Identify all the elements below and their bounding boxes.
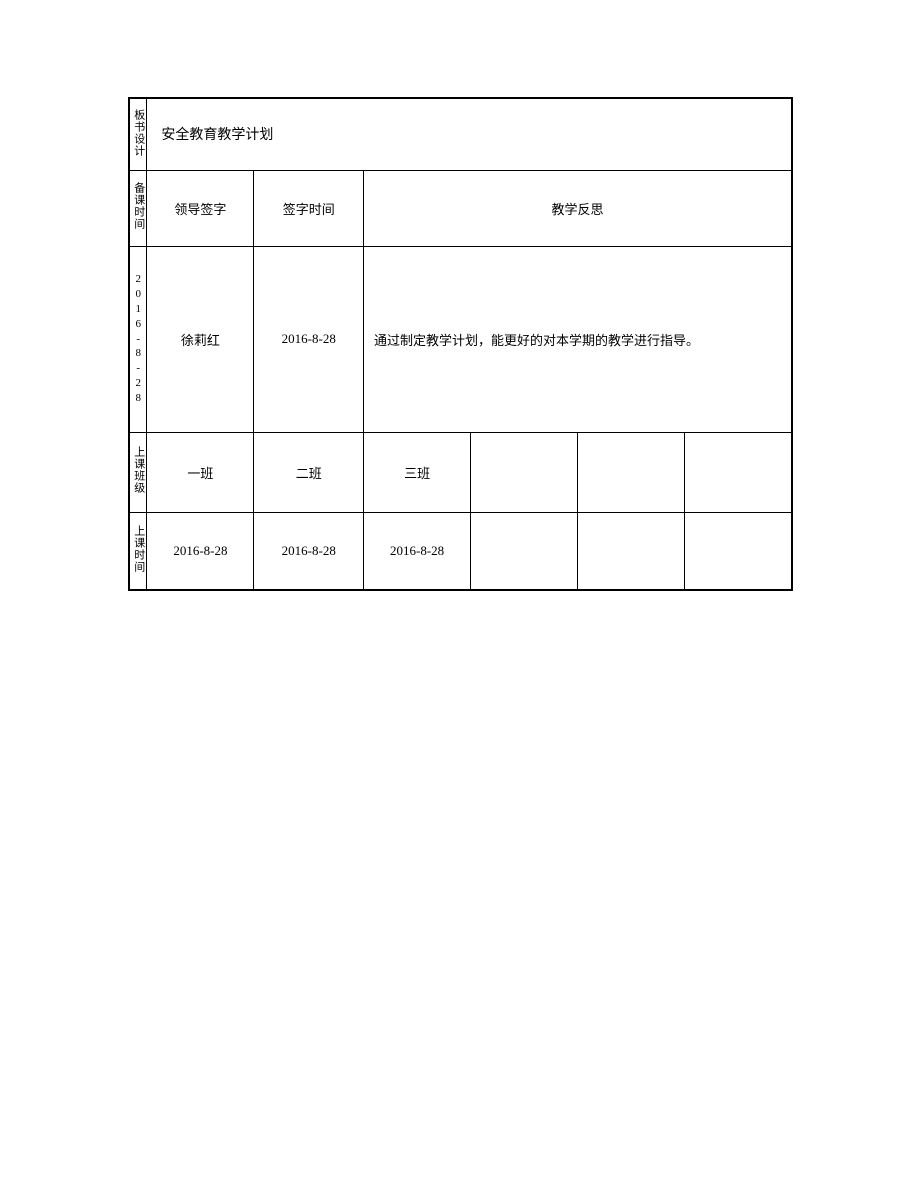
row-label-cell: 上课时间 (129, 512, 147, 590)
table-row-title: 板书设计 安全教育教学计划 (129, 98, 792, 170)
class-cell (685, 432, 792, 512)
class-cell (578, 432, 685, 512)
table-row-headers: 备课时间 领导签字 签字时间 教学反思 (129, 170, 792, 246)
class-1-text: 一班 (187, 466, 213, 481)
reflection-content-text: 通过制定教学计划，能更好的对本学期的教学进行指导。 (374, 333, 699, 348)
row-label-cell: 备课时间 (129, 170, 147, 246)
teaching-plan-table: 板书设计 安全教育教学计划 备课时间 领导签字 签字时间 教学反思 2016-8… (128, 97, 793, 591)
date-3-text: 2016-8-28 (390, 543, 444, 558)
date-cell: 2016-8-28 (364, 512, 471, 590)
prep-time-label: 备课时间 (132, 182, 145, 230)
date-1-text: 2016-8-28 (173, 543, 227, 558)
plan-title-cell: 安全教育教学计划 (147, 98, 792, 170)
class-cell: 三班 (364, 432, 471, 512)
document-table-container: 板书设计 安全教育教学计划 备课时间 领导签字 签字时间 教学反思 2016-8… (128, 97, 793, 591)
date-cell (471, 512, 578, 590)
table-row-dates: 上课时间 2016-8-28 2016-8-28 2016-8-28 (129, 512, 792, 590)
row-label-cell: 上课班级 (129, 432, 147, 512)
row-label-cell: 2016-8-28 (129, 246, 147, 432)
date-cell: 2016-8-28 (147, 512, 254, 590)
table-row-classes: 上课班级 一班 二班 三班 (129, 432, 792, 512)
reflection-header-text: 教学反思 (552, 202, 604, 217)
reflection-header: 教学反思 (364, 170, 792, 246)
class-label: 上课班级 (132, 446, 145, 494)
leader-name-cell: 徐莉红 (147, 246, 254, 432)
table-row-data: 2016-8-28 徐莉红 2016-8-28 通过制定教学计划，能更好的对本学… (129, 246, 792, 432)
class-2-text: 二班 (296, 466, 322, 481)
leader-name-text: 徐莉红 (181, 333, 220, 348)
class-cell: 二班 (254, 432, 364, 512)
class-3-text: 三班 (404, 466, 430, 481)
class-time-label: 上课时间 (132, 525, 145, 573)
vertical-date-text: 2016-8-28 (130, 272, 146, 406)
class-cell (471, 432, 578, 512)
date-cell (685, 512, 792, 590)
date-cell (578, 512, 685, 590)
leader-sign-text: 领导签字 (174, 202, 226, 217)
board-design-label: 板书设计 (132, 109, 145, 157)
date-2-text: 2016-8-28 (282, 543, 336, 558)
sign-date-text: 2016-8-28 (282, 331, 336, 346)
plan-title-text: 安全教育教学计划 (161, 128, 273, 143)
leader-sign-header: 领导签字 (147, 170, 254, 246)
sign-time-text: 签字时间 (283, 202, 335, 217)
sign-time-header: 签字时间 (254, 170, 364, 246)
date-cell: 2016-8-28 (254, 512, 364, 590)
class-cell: 一班 (147, 432, 254, 512)
row-label-cell: 板书设计 (129, 98, 147, 170)
sign-date-cell: 2016-8-28 (254, 246, 364, 432)
reflection-content-cell: 通过制定教学计划，能更好的对本学期的教学进行指导。 (364, 246, 792, 432)
